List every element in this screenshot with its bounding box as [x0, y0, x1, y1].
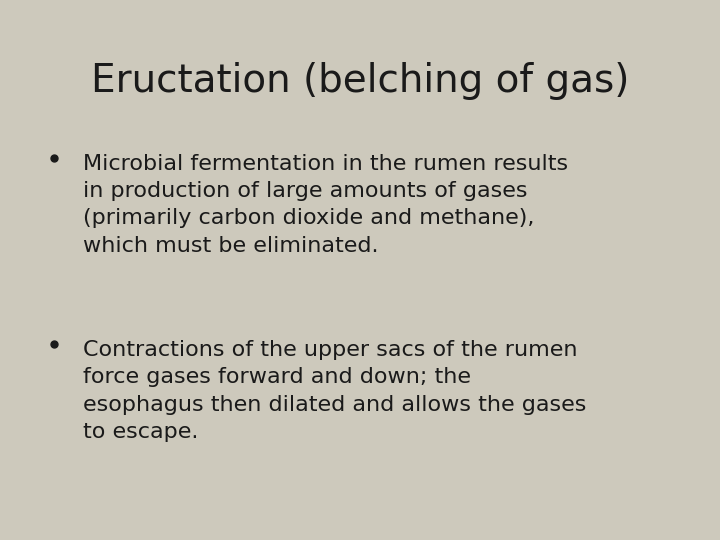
Text: Eructation (belching of gas): Eructation (belching of gas)	[91, 62, 629, 100]
Text: Contractions of the upper sacs of the rumen
force gases forward and down; the
es: Contractions of the upper sacs of the ru…	[83, 340, 586, 442]
Text: Microbial fermentation in the rumen results
in production of large amounts of ga: Microbial fermentation in the rumen resu…	[83, 154, 568, 255]
